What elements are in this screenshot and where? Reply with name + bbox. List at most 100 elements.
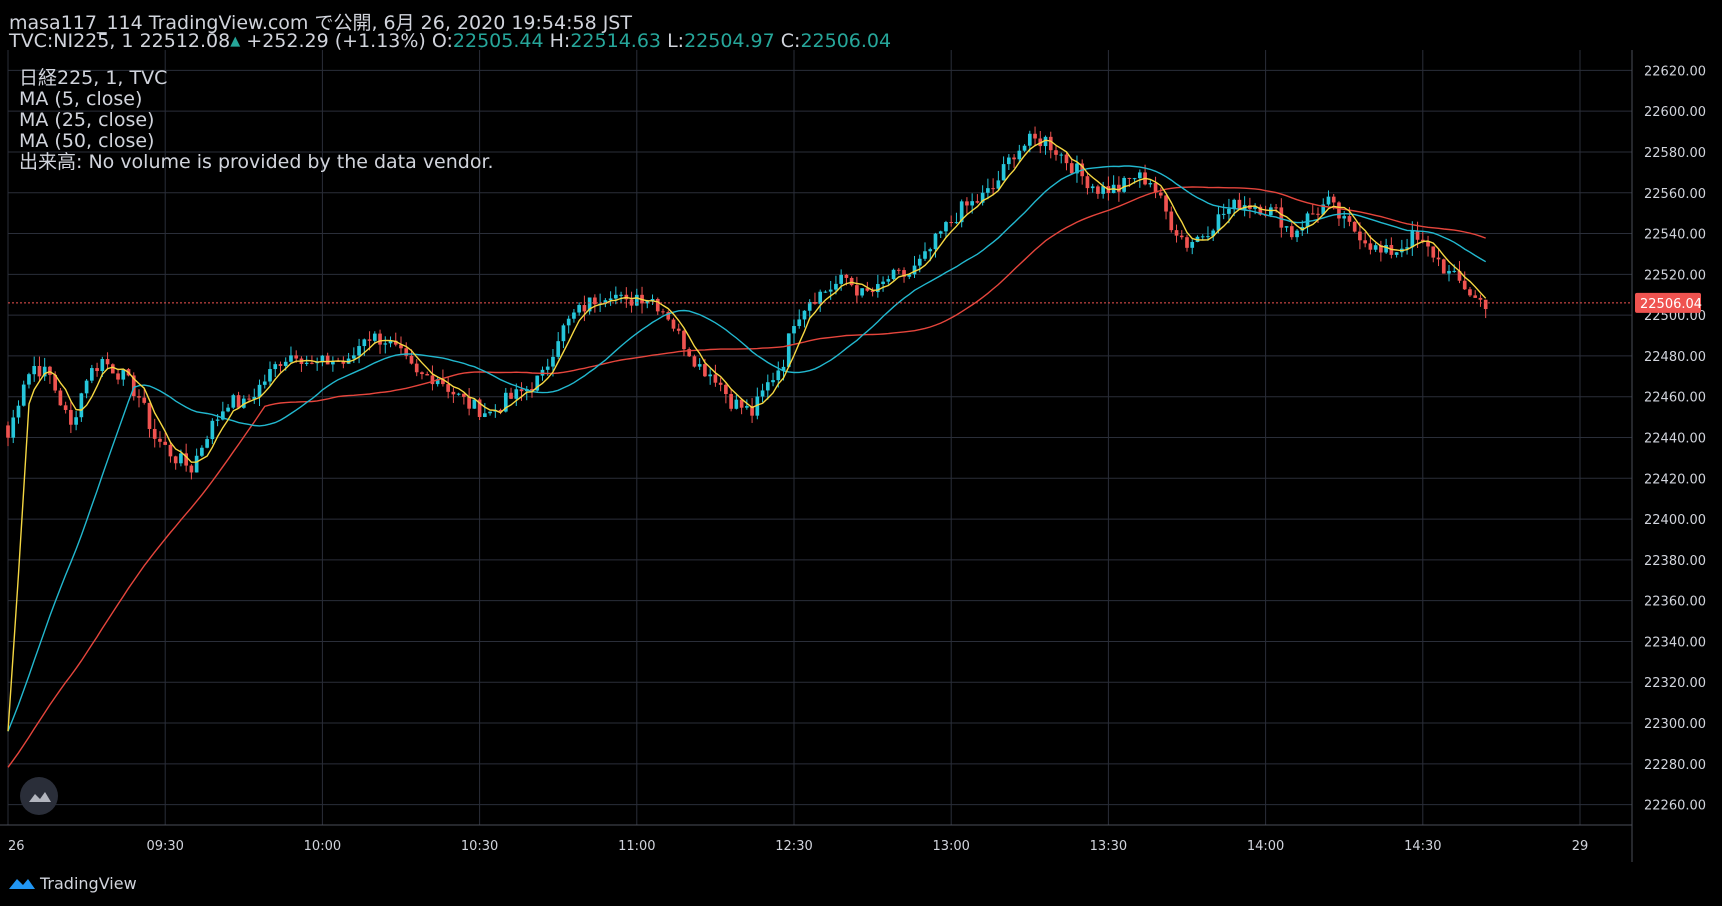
candle-body — [1478, 297, 1483, 300]
candle-body — [105, 359, 110, 365]
candle-body — [1169, 211, 1174, 231]
candle-body — [865, 288, 870, 291]
candle-body — [1379, 245, 1383, 253]
time-axis: 26 09:30 10:00 10:30 11:00 12:30 13:00 13:30 14:… — [0, 824, 1632, 854]
candle-body — [765, 382, 770, 391]
candle-body — [1001, 164, 1006, 181]
candle-body — [891, 269, 896, 280]
candle-body — [483, 413, 487, 417]
candle-body — [210, 420, 215, 440]
candle-body — [1373, 245, 1378, 250]
candle-body — [1090, 186, 1095, 189]
candle-body — [158, 438, 162, 442]
candle-body — [131, 375, 136, 397]
candle-body — [959, 201, 964, 223]
candle-body — [110, 364, 115, 374]
current-price-tag: 22506.04 — [1635, 292, 1702, 313]
chart-header: masa117_114 TradingView.com で公開, 6月 26, … — [0, 0, 1722, 52]
candle-body — [441, 379, 445, 385]
time-tick-label: 12:30 — [775, 839, 812, 854]
candle-body — [137, 396, 141, 398]
candle-body — [1368, 243, 1373, 250]
candle-body — [1253, 206, 1257, 209]
candle-body — [1054, 150, 1058, 155]
tradingview-icon — [9, 879, 35, 889]
high-value: 22514.63 — [570, 30, 662, 52]
footer-brand: TradingView — [40, 874, 137, 893]
candle-body — [687, 349, 692, 357]
candle-body — [587, 297, 592, 312]
candle-body — [1295, 230, 1299, 238]
candle-body — [1337, 202, 1341, 219]
time-tick-label: 26 — [8, 839, 25, 854]
candle-body — [16, 405, 21, 418]
candle-body — [1101, 186, 1105, 194]
candle-body — [703, 364, 707, 377]
candle-body — [949, 222, 954, 224]
candle-body — [577, 305, 581, 313]
candle-body — [676, 328, 681, 331]
candle-body — [357, 346, 361, 356]
candle-body — [378, 333, 382, 345]
candle-body — [1342, 216, 1347, 219]
time-tick-label: 14:30 — [1404, 839, 1441, 854]
candle-body — [682, 330, 686, 350]
candle-body — [724, 384, 728, 395]
candle-body — [818, 291, 823, 304]
tradingview-logo-button[interactable] — [20, 777, 58, 815]
candle-body — [870, 290, 875, 293]
candle-body — [32, 366, 37, 375]
candle-body — [907, 274, 912, 277]
candle-body — [1274, 207, 1278, 209]
candle-body — [147, 402, 152, 429]
legend-volume: 出来高: No volume is provided by the data v… — [19, 151, 494, 173]
candle-body — [776, 370, 781, 381]
candle-body — [420, 372, 424, 375]
price-chart[interactable]: 22260.00 22280.00 22300.00 22320.00 22340.00… — [0, 0, 1722, 862]
candle-body — [881, 281, 885, 285]
price-tick-label: 22500.00 — [1644, 309, 1706, 324]
low-value: 22504.97 — [684, 30, 775, 52]
candle-body — [1064, 154, 1069, 164]
last-price: 22512.08 — [139, 30, 231, 52]
candle-body — [372, 333, 377, 341]
candle-body — [262, 381, 267, 385]
candle-body — [986, 188, 990, 193]
candle-body — [430, 375, 435, 385]
candle-body — [1190, 241, 1195, 248]
candle-body — [252, 396, 257, 400]
candle-body — [116, 373, 120, 380]
candle-body — [991, 188, 995, 190]
candle-body — [331, 361, 335, 365]
candle-body — [1405, 247, 1409, 249]
candle-body — [1127, 177, 1132, 179]
price-tick-label: 22560.00 — [1644, 187, 1706, 202]
candle-body — [388, 340, 393, 344]
candle-body — [1075, 163, 1079, 174]
low-label: L: — [667, 30, 685, 52]
candle-body — [168, 444, 173, 457]
candle-body — [472, 399, 477, 409]
candle-body — [1394, 252, 1399, 255]
price-tick-label: 22300.00 — [1644, 717, 1706, 732]
candle-body — [655, 299, 660, 312]
candle-body — [608, 298, 613, 301]
candle-body — [488, 411, 492, 414]
candle-body — [1284, 226, 1289, 228]
candle-body — [283, 361, 288, 366]
candle-body — [1279, 207, 1284, 228]
candle-body — [456, 393, 461, 395]
candle-body — [902, 270, 906, 277]
candle-body — [1426, 241, 1430, 247]
candle-body — [1221, 213, 1226, 215]
candle-body — [58, 390, 63, 406]
ma5-line — [7, 139, 1487, 732]
candle-body — [661, 311, 665, 313]
candle-body — [205, 439, 209, 448]
candle-body — [980, 192, 985, 203]
candle-body — [42, 366, 47, 377]
candle-body — [666, 312, 671, 320]
candle-body — [1447, 270, 1451, 274]
time-tick-label: 13:30 — [1090, 839, 1127, 854]
candle-body — [933, 233, 938, 250]
